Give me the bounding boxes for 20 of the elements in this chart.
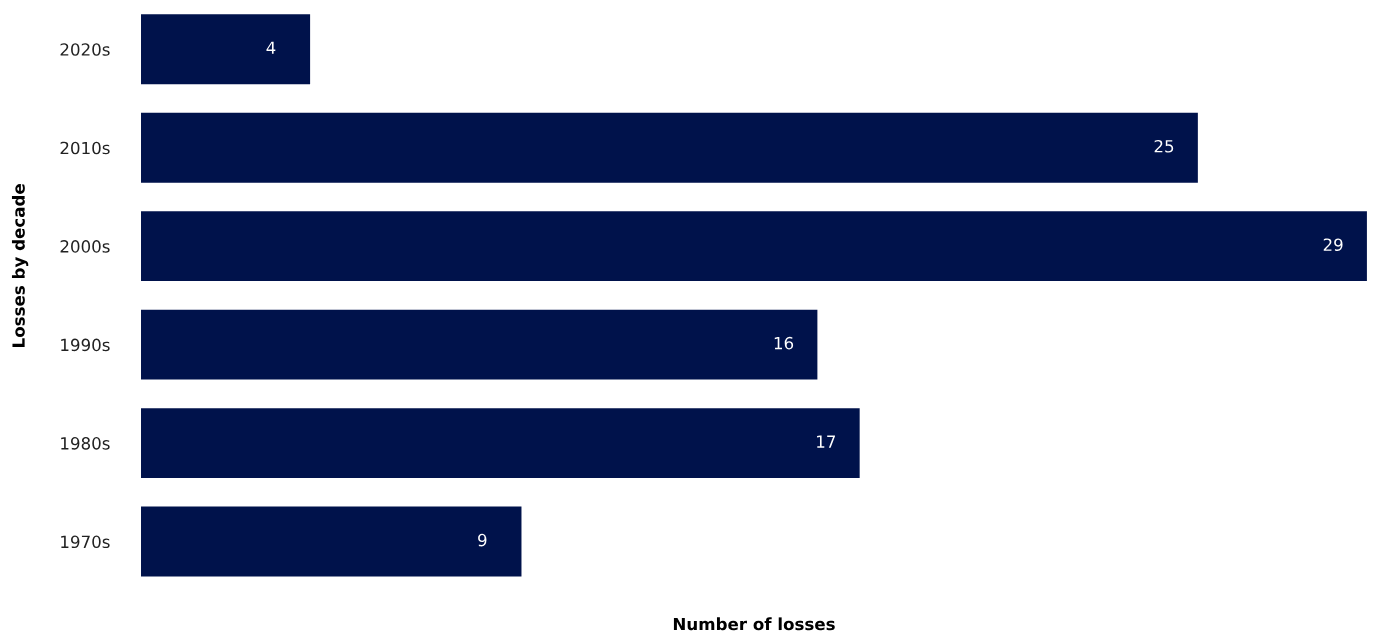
data-label: 9 xyxy=(478,533,487,547)
bar xyxy=(141,309,818,380)
bar xyxy=(141,506,522,577)
data-label: 16 xyxy=(774,336,794,350)
y-tick-label: 1990s xyxy=(61,338,110,352)
data-label: 17 xyxy=(817,435,836,448)
y-tick-label: 2020s xyxy=(60,43,110,56)
data-label: 29 xyxy=(1323,238,1343,251)
x-axis-title: Number of losses xyxy=(673,617,835,631)
y-tick-label: 2000s xyxy=(60,240,110,253)
y-axis-title: Losses by decade xyxy=(11,184,29,347)
y-tick-label: 2010s xyxy=(60,141,110,155)
bar xyxy=(141,211,1367,282)
bar xyxy=(141,112,1198,183)
bar xyxy=(141,14,311,85)
data-label: 4 xyxy=(266,41,276,54)
y-tick-label: 1980s xyxy=(61,437,110,450)
bar xyxy=(141,408,860,479)
data-label: 25 xyxy=(1154,139,1174,153)
y-tick-label: 1970s xyxy=(61,535,110,549)
